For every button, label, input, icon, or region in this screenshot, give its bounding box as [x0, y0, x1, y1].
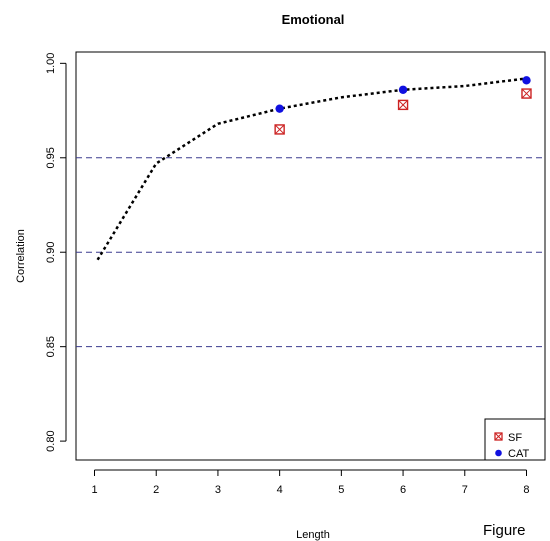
- x-tick-label: 2: [153, 484, 159, 496]
- x-tick-label: 8: [523, 484, 529, 496]
- y-tick-label: 0.90: [45, 242, 57, 263]
- cat-point: [399, 86, 407, 94]
- y-tick-label: 0.85: [45, 336, 57, 357]
- x-axis: 1 2 3 4 5 6 7 8: [91, 470, 529, 496]
- x-tick-label: 7: [462, 484, 468, 496]
- y-axis: 0.80 0.85 0.90 0.95 1.00: [45, 53, 66, 452]
- figure-caption: Figure: [483, 522, 526, 539]
- sf-point: [275, 125, 284, 134]
- plot-frame: [76, 52, 545, 460]
- legend: SF CAT: [485, 419, 545, 460]
- cat-point: [275, 104, 283, 112]
- legend-cat-marker: [495, 450, 502, 457]
- x-tick-label: 1: [91, 484, 97, 496]
- chart-title: Emotional: [282, 12, 345, 27]
- y-axis-label: Correlation: [15, 229, 27, 283]
- y-tick-label: 0.80: [45, 430, 57, 451]
- x-tick-label: 4: [277, 484, 283, 496]
- x-tick-label: 3: [215, 484, 221, 496]
- data-points: [275, 76, 531, 134]
- sf-point: [522, 89, 531, 98]
- legend-label-cat: CAT: [508, 448, 529, 460]
- dotted-curve: [98, 78, 527, 259]
- x-axis-label: Length: [296, 529, 330, 541]
- x-tick-label: 6: [400, 484, 406, 496]
- cat-point: [522, 76, 530, 84]
- sf-point: [399, 100, 408, 109]
- legend-label-sf: SF: [508, 432, 522, 444]
- y-tick-label: 0.95: [45, 147, 57, 168]
- x-tick-label: 5: [338, 484, 344, 496]
- dotted-curve-line: [98, 78, 527, 259]
- y-tick-label: 1.00: [45, 53, 57, 74]
- reference-lines: [76, 158, 545, 347]
